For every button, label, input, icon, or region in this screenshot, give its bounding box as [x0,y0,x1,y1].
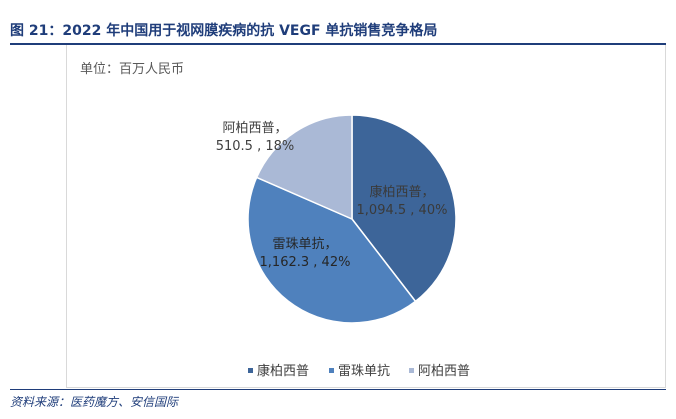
legend-label-3: 阿柏西普 [418,364,470,379]
slice-label-name-2: 雷珠单抗， [272,237,337,252]
pie-slice-1 [351,114,457,303]
pie-slice-2 [247,176,417,324]
source-divider [10,389,666,390]
legend-swatch-2 [329,368,334,373]
pie-slices [247,114,457,324]
chart-legend: 康柏西普 雷珠单抗 阿柏西普 [248,363,470,379]
title-divider [10,43,666,45]
legend-label-2: 雷珠单抗 [338,364,390,379]
pie-labels: 康柏西普， 1,094.5 , 40% 雷珠单抗， 1,162.3 , 42% 阿柏西普… [216,121,448,270]
legend-swatch-1 [248,368,253,373]
slice-label-value-1: 1,094.5 , 40% [357,203,448,218]
source-note: 资料来源：医药魔方、安信国际 [10,395,179,409]
slice-label-name-3: 阿柏西普， [222,121,287,136]
slice-label-value-2: 1,162.3 , 42% [260,255,351,270]
figure-title: 图 21：2022 年中国用于视网膜疾病的抗 VEGF 单抗销售竞争格局 [10,23,438,39]
pie-slice-3 [255,114,353,221]
chart-frame [66,45,666,388]
slice-label-value-3: 510.5 , 18% [216,139,295,154]
legend-swatch-3 [409,368,414,373]
unit-label: 单位：百万人民币 [80,62,185,77]
slice-label-name-1: 康柏西普， [369,184,434,200]
legend-label-1: 康柏西普 [257,363,309,379]
